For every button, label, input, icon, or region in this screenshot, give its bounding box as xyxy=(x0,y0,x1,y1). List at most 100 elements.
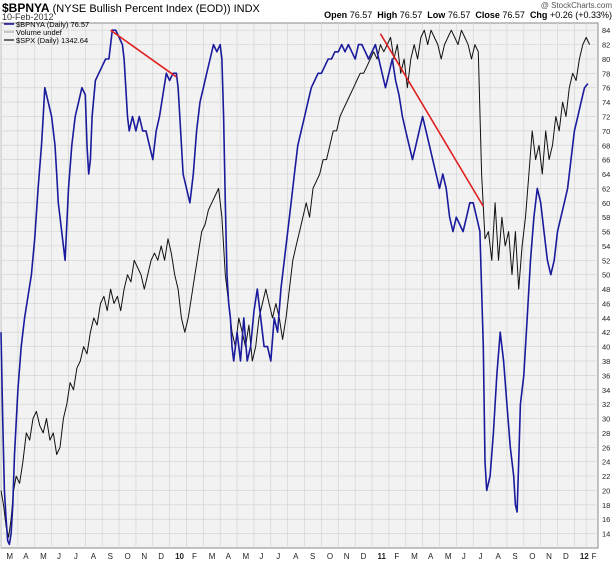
x-tick-label: J xyxy=(74,552,78,561)
symbol: $BPNYA xyxy=(2,1,50,15)
legend-bpnya: $BPNYA (Daily) 76.57 xyxy=(16,20,89,29)
y-tick-label: 36 xyxy=(602,371,610,380)
legend-spx: $SPX (Daily) 1342.64 xyxy=(16,36,88,45)
x-tick-label: J xyxy=(57,552,61,561)
x-tick-label: D xyxy=(563,552,569,561)
x-tick-label: A xyxy=(428,552,434,561)
x-tick-label: S xyxy=(512,552,517,561)
x-tick-label: N xyxy=(344,552,350,561)
y-tick-label: 18 xyxy=(602,501,610,510)
trend-line xyxy=(379,33,485,207)
y-axis: 14 16 18 20 22 24 26 28 30 32 34 36 38 40 42 44 46 48 50 52… xyxy=(602,26,610,538)
legend-volume: Volume undef xyxy=(16,28,63,37)
chart-date: 10-Feb-2012 xyxy=(2,12,54,22)
y-tick-label: 78 xyxy=(602,69,610,78)
y-tick-label: 70 xyxy=(602,127,610,136)
x-tick-label: M xyxy=(6,552,13,561)
y-tick-label: 50 xyxy=(602,271,610,280)
x-tick-label: J xyxy=(462,552,466,561)
x-tick-label: S xyxy=(310,552,315,561)
ohlc-readout: Open 76.57 High 76.57 Low 76.57 Close 76… xyxy=(324,10,612,20)
close-label: Close xyxy=(475,10,500,20)
x-tick-label: M xyxy=(243,552,250,561)
y-tick-label: 84 xyxy=(602,26,610,35)
y-tick-label: 28 xyxy=(602,429,610,438)
x-tick-label: 12 xyxy=(580,552,589,561)
x-tick-label: F xyxy=(592,552,597,561)
exchange: INDX xyxy=(233,3,260,15)
y-tick-label: 66 xyxy=(602,156,610,165)
y-tick-label: 76 xyxy=(602,84,610,93)
x-tick-label: J xyxy=(259,552,263,561)
annotations xyxy=(110,29,485,207)
y-tick-label: 68 xyxy=(602,141,610,150)
x-tick-label: J xyxy=(479,552,483,561)
x-tick-label: 10 xyxy=(175,552,184,561)
y-tick-label: 40 xyxy=(602,343,610,352)
chg-value: +0.26 (+0.33%) xyxy=(549,10,612,20)
spx-line xyxy=(0,29,591,538)
x-tick-label: A xyxy=(226,552,232,561)
y-tick-label: 30 xyxy=(602,415,610,424)
description: (NYSE Bullish Percent Index (EOD)) xyxy=(52,3,231,15)
x-tick-label: M xyxy=(445,552,452,561)
y-tick-label: 54 xyxy=(602,242,610,251)
x-tick-label: D xyxy=(361,552,367,561)
x-axis: M A M J J A S O N D 10 F M A M J J A S O N D 11 F M A M J J A S O N D 12 F xyxy=(6,552,596,561)
chart-title: $BPNYA (NYSE Bullish Percent Index (EOD)… xyxy=(2,1,260,15)
y-tick-label: 44 xyxy=(602,314,610,323)
y-tick-label: 16 xyxy=(602,515,610,524)
y-tick-label: 46 xyxy=(602,299,610,308)
x-tick-label: A xyxy=(293,552,299,561)
y-tick-label: 22 xyxy=(602,472,610,481)
y-tick-label: 14 xyxy=(602,530,610,539)
x-tick-label: D xyxy=(158,552,164,561)
bpnya-line xyxy=(0,29,589,546)
close-value: 76.57 xyxy=(502,10,525,20)
x-tick-label: F xyxy=(394,552,399,561)
plot-area xyxy=(0,22,599,549)
y-tick-label: 32 xyxy=(602,400,610,409)
x-tick-label: A xyxy=(496,552,502,561)
y-tick-label: 38 xyxy=(602,357,610,366)
y-tick-label: 62 xyxy=(602,184,610,193)
y-tick-label: 56 xyxy=(602,228,610,237)
open-label: Open xyxy=(324,10,348,20)
high-label: High xyxy=(377,10,398,20)
series-group xyxy=(0,29,591,546)
y-tick-label: 60 xyxy=(602,199,610,208)
y-tick-label: 24 xyxy=(602,458,610,467)
x-tick-label: 11 xyxy=(377,552,386,561)
x-tick-label: A xyxy=(91,552,97,561)
y-tick-label: 20 xyxy=(602,486,610,495)
x-tick-label: O xyxy=(124,552,130,561)
legend: $BPNYA (Daily) 76.57 Volume undef $SPX (… xyxy=(4,20,89,45)
x-tick-label: J xyxy=(276,552,280,561)
x-tick-label: M xyxy=(209,552,216,561)
x-tick-label: S xyxy=(108,552,113,561)
x-tick-label: A xyxy=(23,552,29,561)
y-tick-label: 80 xyxy=(602,55,610,64)
x-tick-label: O xyxy=(327,552,333,561)
x-tick-label: N xyxy=(546,552,552,561)
chg-label: Chg xyxy=(529,10,548,20)
credit-text: @ StockCharts.com xyxy=(540,1,612,10)
y-tick-label: 42 xyxy=(602,328,610,337)
x-tick-label: O xyxy=(529,552,535,561)
y-tick-label: 58 xyxy=(602,213,610,222)
y-tick-label: 72 xyxy=(602,112,610,121)
y-tick-label: 82 xyxy=(602,41,610,50)
open-value: 76.57 xyxy=(349,10,373,20)
low-value: 76.57 xyxy=(447,10,471,20)
y-tick-label: 52 xyxy=(602,256,610,265)
y-tick-label: 26 xyxy=(602,443,610,452)
x-tick-label: M xyxy=(411,552,418,561)
y-tick-label: 48 xyxy=(602,285,610,294)
y-tick-label: 64 xyxy=(602,170,610,179)
low-label: Low xyxy=(427,10,446,20)
x-tick-label: N xyxy=(141,552,147,561)
y-tick-label: 74 xyxy=(602,98,610,107)
x-tick-label: M xyxy=(40,552,47,561)
trend-line xyxy=(110,29,177,78)
